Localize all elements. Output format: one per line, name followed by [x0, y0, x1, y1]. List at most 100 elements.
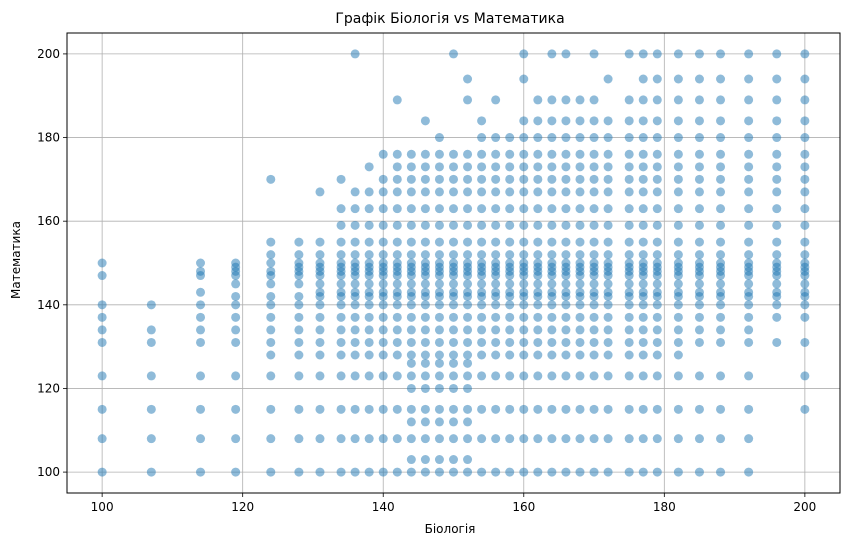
scatter-point — [800, 250, 810, 260]
scatter-point — [294, 300, 304, 310]
scatter-point — [772, 95, 782, 105]
scatter-point — [378, 337, 388, 347]
scatter-point — [519, 162, 529, 172]
scatter-point — [392, 287, 402, 297]
scatter-point — [364, 187, 374, 197]
scatter-point — [652, 287, 662, 297]
scatter-point — [519, 133, 529, 143]
scatter-point — [434, 250, 444, 260]
scatter-point — [97, 325, 107, 335]
scatter-point — [294, 237, 304, 247]
scatter-point — [364, 371, 374, 381]
scatter-point — [800, 279, 810, 289]
scatter-point — [463, 325, 473, 335]
scatter-point — [624, 350, 634, 360]
scatter-point — [800, 237, 810, 247]
scatter-point — [800, 312, 810, 322]
scatter-point — [533, 350, 543, 360]
scatter-point — [336, 220, 346, 230]
scatter-point — [378, 467, 388, 477]
scatter-point — [533, 237, 543, 247]
scatter-point — [744, 162, 754, 172]
scatter-point — [652, 404, 662, 414]
scatter-point — [603, 149, 613, 159]
scatter-point — [694, 312, 704, 322]
scatter-point — [652, 49, 662, 59]
scatter-point — [533, 371, 543, 381]
scatter-point — [800, 174, 810, 184]
scatter-point — [603, 325, 613, 335]
scatter-point — [434, 149, 444, 159]
scatter-point — [589, 49, 599, 59]
scatter-point — [716, 149, 726, 159]
scatter-point — [673, 337, 683, 347]
scatter-point — [694, 74, 704, 84]
scatter-point — [406, 220, 416, 230]
scatter-point — [406, 204, 416, 214]
scatter-point — [547, 250, 557, 260]
scatter-point — [744, 49, 754, 59]
scatter-point — [420, 325, 430, 335]
scatter-point — [505, 350, 515, 360]
scatter-point — [505, 220, 515, 230]
scatter-point — [364, 287, 374, 297]
scatter-point — [97, 312, 107, 322]
scatter-point — [266, 250, 276, 260]
scatter-point — [533, 187, 543, 197]
scatter-point — [638, 434, 648, 444]
scatter-point — [449, 49, 458, 59]
scatter-point — [505, 325, 515, 335]
x-axis-ticks: 100 120 140 160 180 200 — [91, 493, 816, 514]
scatter-point — [638, 404, 648, 414]
scatter-point — [505, 162, 515, 172]
scatter-point — [533, 467, 543, 477]
scatter-point — [744, 325, 754, 335]
scatter-point — [744, 116, 754, 126]
scatter-point — [477, 237, 487, 247]
scatter-point — [491, 258, 501, 268]
scatter-point — [716, 337, 726, 347]
scatter-point — [196, 337, 206, 347]
scatter-point — [266, 371, 276, 381]
scatter-point — [624, 187, 634, 197]
scatter-point — [519, 467, 529, 477]
scatter-point — [294, 371, 304, 381]
scatter-point — [800, 300, 810, 310]
scatter-point — [294, 467, 304, 477]
scatter-point — [477, 187, 487, 197]
scatter-point — [519, 116, 529, 126]
scatter-point — [652, 371, 662, 381]
scatter-point — [364, 337, 374, 347]
scatter-point — [673, 204, 683, 214]
scatter-point — [652, 204, 662, 214]
scatter-point — [315, 287, 325, 297]
scatter-point — [336, 467, 346, 477]
scatter-point — [266, 350, 276, 360]
scatter-point — [350, 434, 360, 444]
scatter-point — [420, 312, 430, 322]
scatter-point — [477, 312, 487, 322]
scatter-point — [378, 187, 388, 197]
scatter-point — [146, 371, 156, 381]
scatter-point — [624, 162, 634, 172]
scatter-point — [196, 287, 206, 297]
scatter-point — [547, 220, 557, 230]
scatter-point — [694, 49, 704, 59]
scatter-point — [434, 404, 444, 414]
scatter-point — [800, 220, 810, 230]
scatter-point — [673, 95, 683, 105]
scatter-point — [491, 350, 501, 360]
scatter-point — [575, 467, 585, 477]
scatter-point — [406, 279, 416, 289]
scatter-point — [477, 371, 487, 381]
scatter-point — [434, 337, 444, 347]
scatter-point — [638, 174, 648, 184]
scatter-point — [420, 337, 430, 347]
scatter-point — [463, 337, 473, 347]
scatter-point — [603, 467, 613, 477]
scatter-point — [336, 258, 346, 268]
scatter-point — [392, 204, 402, 214]
scatter-point — [716, 434, 726, 444]
scatter-point — [392, 95, 402, 105]
scatter-point — [266, 467, 276, 477]
